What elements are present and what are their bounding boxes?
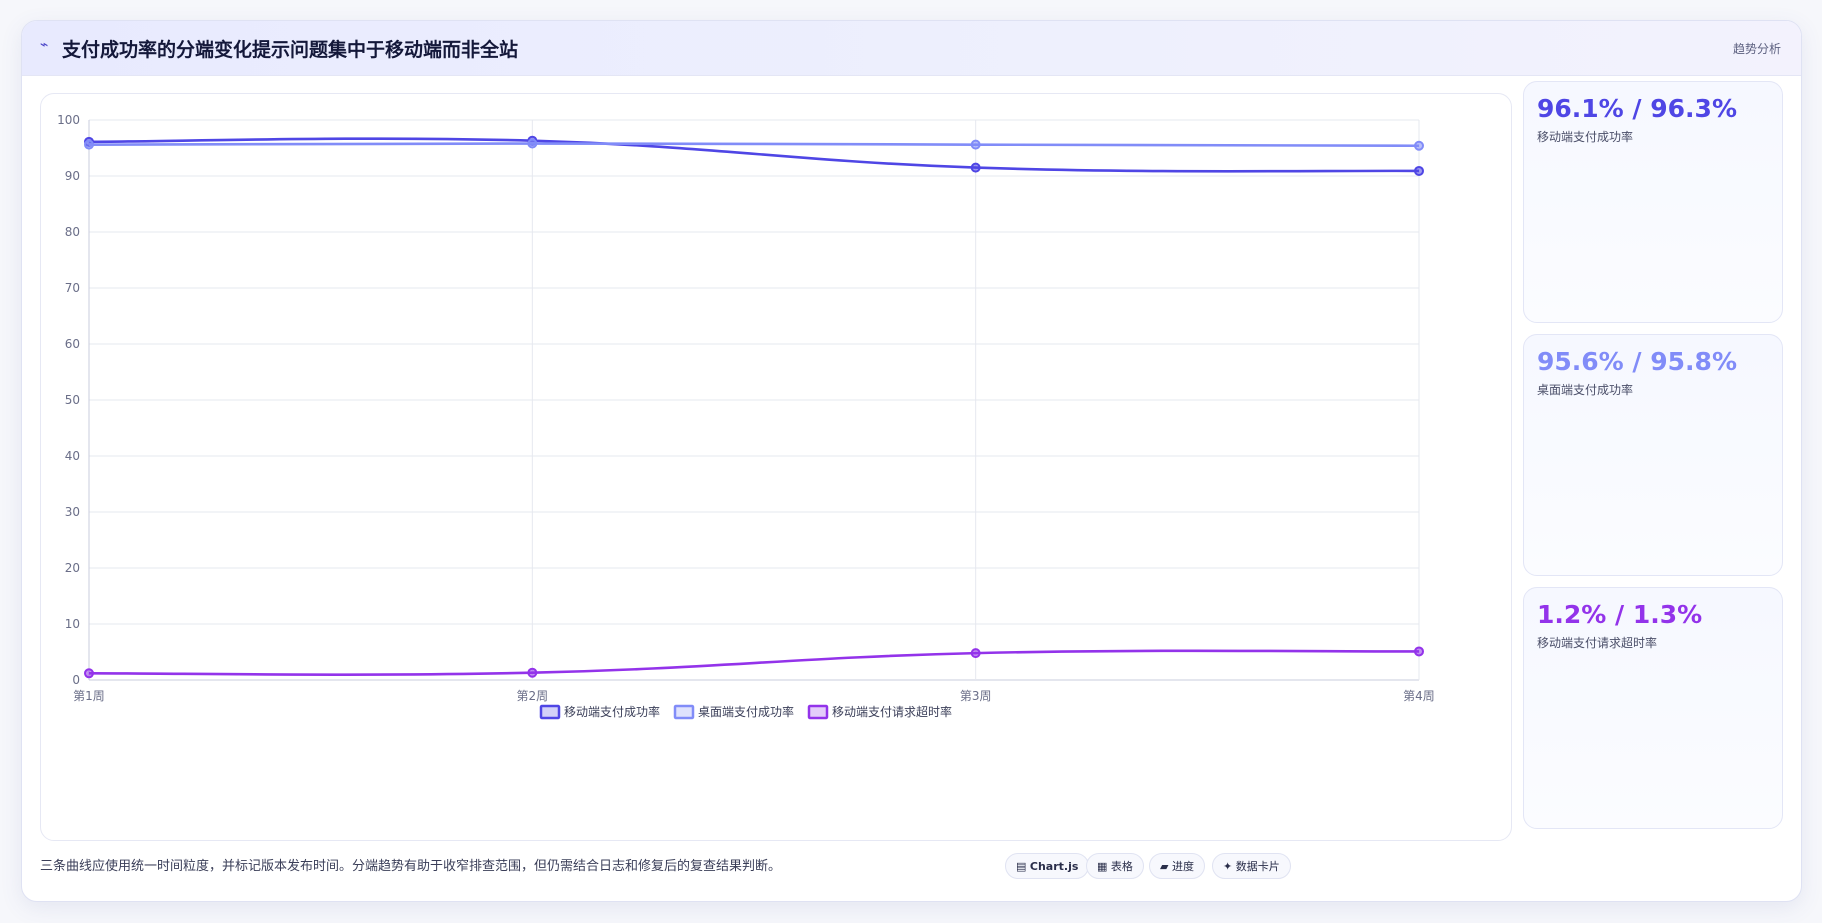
stat-card-desktop-success: 95.6% / 95.8% 桌面端支付成功率: [1523, 334, 1783, 576]
y-tick-label: 90: [65, 169, 80, 183]
badge-label: 进度: [1171, 860, 1194, 873]
y-tick-label: 30: [65, 505, 80, 519]
y-tick-label: 70: [65, 281, 80, 295]
legend-swatch: [807, 704, 829, 720]
data-point: [1414, 646, 1424, 657]
data-point: [527, 667, 538, 678]
series-line: [88, 142, 1420, 148]
footnote: 三条曲线应使用统一时间粒度，并标记版本发布时间。分端趋势有助于收窄排查范围，但仍…: [40, 859, 782, 874]
stat-label: 移动端支付请求超时率: [1537, 636, 1658, 650]
trend-card: ⌁ 支付成功率的分端变化提示问题集中于移动端而非全站 趋势分析 0 10 20 30 4…: [21, 20, 1802, 902]
x-tick-label: 第1周: [73, 689, 105, 703]
stat-value: 95.6% / 95.8%: [1537, 347, 1737, 376]
data-point: [1414, 140, 1424, 151]
data-point: [84, 668, 94, 679]
y-tick-label: 50: [65, 393, 80, 407]
y-tick-label: 40: [65, 449, 80, 463]
chart-panel: 0 10 20 30 40 50 60 70 80 90 100 第1周 第2周 第3周 第4周移动端支付成…: [40, 93, 1512, 841]
y-tick-label: 10: [65, 617, 80, 631]
trend-line-icon: ⌁: [40, 37, 49, 53]
card-title: 支付成功率的分端变化提示问题集中于移动端而非全站: [62, 39, 519, 61]
badge-chartjs[interactable]: ▤ Chart.js: [1005, 853, 1090, 879]
table-icon: ▦: [1097, 860, 1108, 873]
progress-icon: ▰: [1160, 860, 1169, 873]
chart-icon: ▤: [1016, 860, 1027, 873]
badge-data-card[interactable]: ✦ 数据卡片: [1212, 853, 1291, 879]
legend-swatch: [539, 704, 561, 720]
line-chart: 0 10 20 30 40 50 60 70 80 90 100 第1周 第2周 第3周 第4周移动端支付成…: [57, 113, 1435, 720]
series-line: [88, 137, 1420, 173]
data-point: [970, 648, 981, 659]
stat-card-mobile-success: 96.1% / 96.3% 移动端支付成功率: [1523, 81, 1783, 323]
badge-progress[interactable]: ▰ 进度: [1149, 853, 1205, 879]
y-tick-label: 100: [57, 113, 80, 127]
badge-table[interactable]: ▦ 表格: [1086, 853, 1144, 879]
badge-label: 数据卡片: [1235, 860, 1280, 873]
legend-label: 桌面端支付成功率: [698, 704, 794, 719]
header-tag: 趋势分析: [1732, 42, 1781, 56]
stat-label: 桌面端支付成功率: [1537, 383, 1634, 397]
data-point: [1414, 165, 1424, 176]
x-tick-label: 第2周: [517, 689, 549, 703]
card-header: ⌁ 支付成功率的分端变化提示问题集中于移动端而非全站 趋势分析: [22, 21, 1801, 76]
badge-label: Chart.js: [1029, 860, 1079, 873]
legend-swatch: [673, 704, 695, 720]
data-point: [84, 139, 94, 150]
y-tick-label: 20: [65, 561, 80, 575]
x-tick-label: 第3周: [960, 689, 992, 703]
x-tick-label: 第4周: [1403, 689, 1435, 703]
y-tick-label: 80: [65, 225, 80, 239]
data-point: [970, 162, 981, 173]
legend-label: 移动端支付成功率: [564, 704, 660, 719]
stat-value: 1.2% / 1.3%: [1537, 600, 1703, 629]
stat-card-mobile-timeout: 1.2% / 1.3% 移动端支付请求超时率: [1523, 587, 1783, 829]
y-tick-label: 60: [65, 337, 80, 351]
y-tick-label: 0: [72, 673, 80, 687]
data-point: [970, 139, 981, 150]
badge-label: 表格: [1110, 860, 1133, 873]
stat-value: 96.1% / 96.3%: [1537, 94, 1737, 123]
stat-label: 移动端支付成功率: [1537, 130, 1634, 144]
data-point: [527, 138, 538, 149]
data-card-icon: ✦: [1223, 860, 1233, 873]
legend-label: 移动端支付请求超时率: [832, 704, 952, 719]
series-line: [88, 649, 1420, 676]
